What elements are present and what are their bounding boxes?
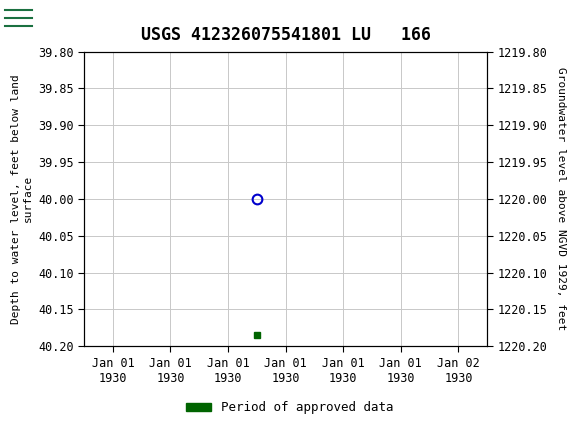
FancyBboxPatch shape bbox=[3, 3, 58, 37]
Y-axis label: Depth to water level, feet below land
surface: Depth to water level, feet below land su… bbox=[11, 74, 32, 324]
Text: USGS: USGS bbox=[36, 10, 96, 30]
Y-axis label: Groundwater level above NGVD 1929, feet: Groundwater level above NGVD 1929, feet bbox=[556, 67, 566, 331]
Legend: Period of approved data: Period of approved data bbox=[181, 396, 399, 419]
Title: USGS 412326075541801 LU   166: USGS 412326075541801 LU 166 bbox=[140, 27, 430, 44]
